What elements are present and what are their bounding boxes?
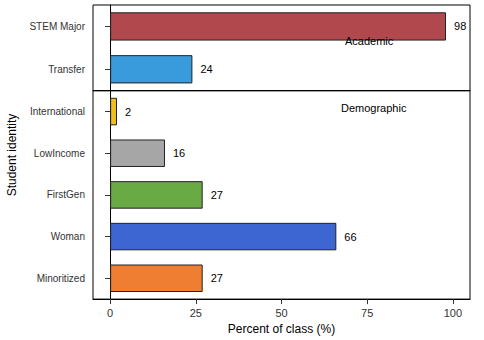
svg-text:International: International [30, 106, 85, 117]
svg-text:Minoritized: Minoritized [37, 273, 85, 284]
svg-text:25: 25 [190, 307, 202, 319]
svg-text:2: 2 [125, 106, 131, 118]
svg-text:50: 50 [275, 307, 287, 319]
svg-text:Student identity: Student identity [5, 114, 19, 197]
svg-text:66: 66 [344, 231, 356, 243]
svg-text:Percent of class (%): Percent of class (%) [228, 322, 335, 336]
svg-text:Woman: Woman [51, 231, 85, 242]
svg-text:0: 0 [107, 307, 113, 319]
svg-text:Transfer: Transfer [48, 64, 86, 75]
svg-text:27: 27 [211, 189, 223, 201]
svg-text:FirstGen: FirstGen [47, 189, 85, 200]
svg-text:27: 27 [211, 272, 223, 284]
svg-text:Academic: Academic [345, 35, 394, 47]
svg-text:98: 98 [454, 20, 466, 32]
svg-text:Demographic: Demographic [341, 102, 407, 114]
svg-text:16: 16 [173, 147, 185, 159]
svg-text:100: 100 [444, 307, 462, 319]
svg-text:24: 24 [200, 63, 212, 75]
svg-text:75: 75 [361, 307, 373, 319]
svg-text:LowIncome: LowIncome [34, 148, 86, 159]
svg-text:STEM Major: STEM Major [29, 21, 85, 32]
